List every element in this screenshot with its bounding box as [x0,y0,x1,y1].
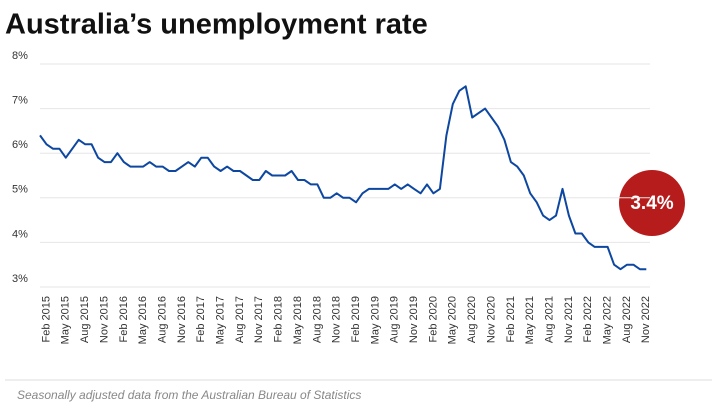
x-tick-label: Nov 2022 [640,296,652,343]
x-tick-label: Aug 2021 [543,296,555,343]
x-tick-label: May 2017 [215,296,227,344]
x-tick-label: Nov 2017 [253,296,265,343]
x-tick-label: Aug 2015 [79,296,91,343]
x-tick-label: Aug 2016 [156,296,168,343]
x-tick-label: Nov 2015 [98,296,110,343]
x-tick-label: Aug 2017 [234,296,246,343]
x-tick-label: Nov 2018 [331,296,343,343]
x-tick-label: May 2019 [369,296,381,344]
x-tick-label: Aug 2020 [466,296,478,343]
x-tick-label: May 2018 [292,296,304,344]
x-tick-label: May 2020 [447,296,459,344]
x-tick-label: May 2015 [60,296,72,344]
y-tick-label: 8% [12,50,28,62]
x-tick-label: May 2016 [137,296,149,344]
x-tick-label: Nov 2020 [485,296,497,343]
x-tick-label: Feb 2019 [350,296,362,342]
x-tick-label: Aug 2022 [621,296,633,343]
chart-title: Australia’s unemployment rate [5,9,428,41]
x-tick-label: Feb 2020 [427,296,439,342]
x-tick-label: Feb 2022 [582,296,594,342]
annotation-badge [619,170,685,236]
data-line [39,85,647,271]
x-tick-label: Aug 2019 [389,296,401,343]
x-tick-label: Feb 2018 [273,296,285,342]
x-tick-label: May 2022 [602,296,614,344]
x-tick-label: Feb 2016 [118,296,130,342]
source: Seasonally adjusted data from the Austra… [17,388,361,402]
x-tick-label: Feb 2021 [505,296,517,342]
y-tick-label: 3% [12,273,28,285]
y-tick-label: 7% [12,95,28,107]
y-tick-label: 6% [12,139,28,151]
x-tick-label: Nov 2019 [408,296,420,343]
y-tick-label: 4% [12,228,28,240]
annotation: 3.4% [630,193,673,214]
x-tick-label: Nov 2021 [563,296,575,343]
x-tick-label: Feb 2017 [195,296,207,342]
x-tick-label: Aug 2018 [311,296,323,343]
x-tick-label: May 2021 [524,296,536,344]
x-tick-label: Feb 2015 [40,296,52,342]
y-tick-label: 5% [12,184,28,196]
x-tick-label: Nov 2016 [176,296,188,343]
